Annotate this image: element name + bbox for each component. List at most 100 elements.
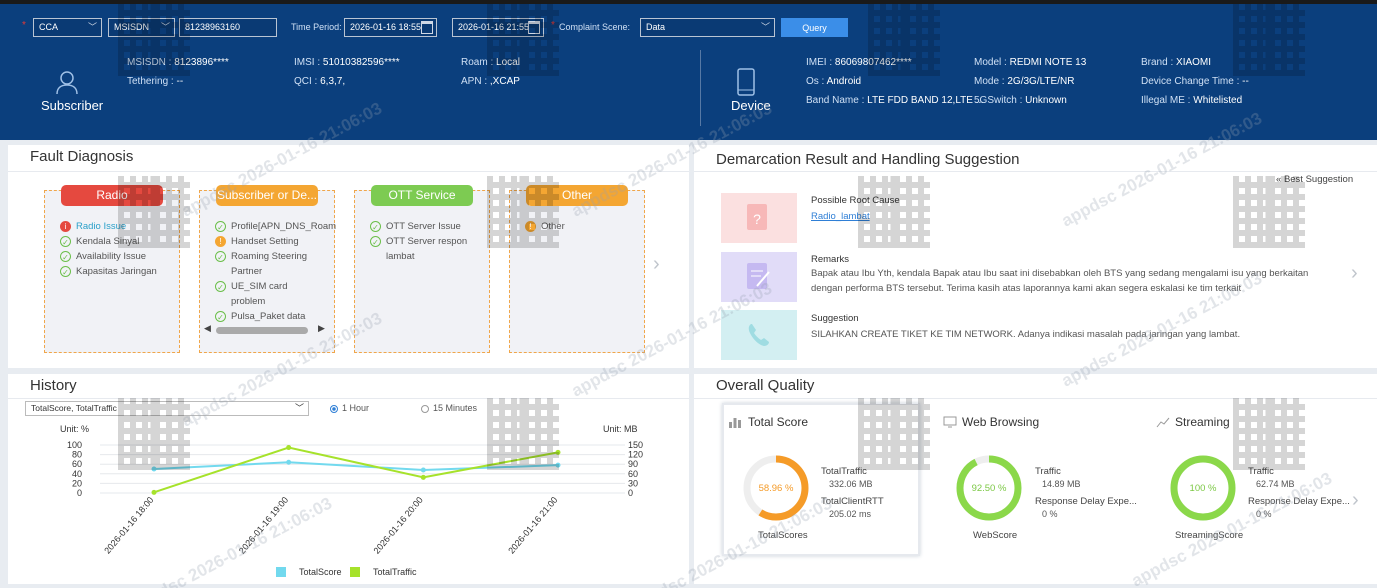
start-time-input[interactable]: 2026-01-16 18:55: [344, 18, 437, 37]
fault-category-header[interactable]: OTT Service: [371, 185, 473, 206]
stream-delay-label: Response Delay Expe...: [1248, 496, 1350, 507]
fault-item-label: Availability Issue: [76, 251, 147, 262]
query-button[interactable]: Query: [781, 18, 848, 37]
required-marker: *: [551, 20, 555, 31]
x-tick-label: 2026-01-16 20:00: [372, 495, 425, 556]
remarks-thumb: [721, 252, 797, 302]
fault-item: ✓ Roaming Steering: [215, 249, 307, 264]
y-left-tick-label: 100: [67, 440, 82, 450]
check-icon: ✓: [215, 220, 226, 232]
chevron-right-icon[interactable]: ›: [653, 253, 660, 275]
fault-item: ✓ UE_SIM card: [215, 279, 288, 294]
calendar-icon[interactable]: [421, 21, 433, 34]
os-info: Os : Android: [806, 76, 862, 87]
chevron-left-icon: «: [1276, 174, 1282, 185]
fault-item: ✓ Availability Issue: [60, 249, 146, 264]
check-icon: ✓: [215, 280, 226, 292]
series-select[interactable]: TotalScore, TotalTraffic ﹀: [25, 401, 309, 416]
id-type-value: MSISDN: [114, 22, 150, 32]
msisdn-input[interactable]: 81238963160: [179, 18, 277, 37]
panel-divider: [8, 398, 689, 399]
fault-item: ✓ Profile[APN_DNS_Roam: [215, 219, 336, 234]
fault-item-label: Partner: [231, 266, 263, 277]
required-marker: *: [22, 20, 26, 31]
legend-label: TotalTraffic: [373, 567, 417, 577]
fault-category-header[interactable]: Subscriber or De...: [216, 185, 318, 206]
total-score-card[interactable]: [722, 403, 920, 556]
end-time-input[interactable]: 2026-01-16 21:55: [452, 18, 544, 37]
panel-divider: [8, 171, 689, 172]
legend-swatch: [350, 567, 360, 577]
scroll-right-icon[interactable]: ▶: [318, 323, 325, 333]
complaint-scene-select[interactable]: Data ﹀: [640, 18, 775, 37]
scroll-left-icon[interactable]: ◀: [204, 323, 211, 333]
panel-divider: [694, 171, 1377, 172]
brand-info: Brand : XIAOMI: [1141, 57, 1212, 68]
fault-category-header[interactable]: Other: [526, 185, 628, 206]
fault-category-header[interactable]: Radio: [61, 185, 163, 206]
chevron-down-icon: ﹀: [87, 22, 97, 32]
error-icon: i: [60, 220, 71, 232]
data-point: [151, 466, 157, 472]
warning-icon: !: [525, 220, 536, 232]
svg-text:?: ?: [753, 211, 761, 227]
warning-icon: !: [215, 235, 226, 247]
stream-traffic-value: 62.74 MB: [1256, 479, 1295, 489]
gauge-arc: [1170, 455, 1236, 521]
y-right-tick-label: 90: [628, 459, 638, 469]
fault-item: ✓ OTT Server Issue: [370, 219, 461, 234]
web-score-gauge: [956, 455, 1022, 521]
y-left-tick-label: 40: [72, 469, 82, 479]
fault-item[interactable]: i Radio Issue: [60, 219, 126, 234]
category-scrollbar[interactable]: ◀ ▶: [204, 323, 328, 335]
header-panel: * CCA ﹀ MSISDN ﹀ 81238963160 Time Period: …: [0, 0, 1377, 140]
fault-item-label: Kapasitas Jaringan: [76, 266, 157, 277]
radio-15-minutes[interactable]: 15 Minutes: [421, 403, 477, 413]
monitor-icon: [943, 416, 957, 428]
fault-category-box: [509, 190, 645, 353]
fault-diagnosis-panel: Fault Diagnosis Radio i Radio Issue ✓ Kendal…: [8, 145, 689, 368]
chevron-down-icon: ﹀: [160, 22, 170, 32]
total-traffic-label: TotalTraffic: [821, 466, 867, 477]
fault-item-label: Kendala Sinyal: [76, 236, 140, 247]
total-rtt-label: TotalClientRTT: [821, 496, 884, 507]
scroll-thumb[interactable]: [216, 327, 308, 334]
phone-call-icon: [748, 324, 769, 346]
total-score-caption: TotalScores: [758, 530, 808, 541]
data-point: [555, 462, 561, 468]
streaming-title: Streaming: [1175, 415, 1230, 429]
best-suggestion-toggle[interactable]: « Best Suggestion: [1276, 174, 1353, 185]
gauge-arc: [743, 455, 809, 521]
id-type-select[interactable]: MSISDN ﹀: [108, 18, 175, 37]
web-delay-label: Response Delay Expe...: [1035, 496, 1137, 507]
fault-diagnosis-title: Fault Diagnosis: [30, 148, 134, 165]
source-value: CCA: [39, 22, 59, 32]
total-traffic-value: 332.06 MB: [829, 479, 873, 489]
x-tick-label: 2026-01-16 19:00: [237, 495, 290, 556]
x-tick-label: 2026-01-16 21:00: [506, 495, 559, 556]
check-icon: ✓: [215, 250, 226, 262]
y-right-tick-label: 0: [628, 488, 633, 498]
fault-item: Partner: [215, 264, 262, 279]
calendar-icon[interactable]: [528, 21, 540, 34]
root-cause-title: Possible Root Cause: [811, 195, 900, 206]
series-select-value: TotalScore, TotalTraffic: [31, 403, 117, 413]
imei-info: IMEI : 86069807462****: [806, 57, 912, 68]
fault-item-label: UE_SIM card: [231, 281, 288, 292]
edit-doc-icon: [747, 263, 770, 289]
root-cause-link[interactable]: Radio_lambat: [811, 211, 870, 222]
y-right-tick-label: 30: [628, 478, 638, 488]
chevron-right-icon[interactable]: ›: [1351, 262, 1358, 284]
suggestion-text: SILAHKAN CREATE TIKET KE TIM NETWORK. Ad…: [811, 329, 1241, 340]
qci-info: QCI : 6,3,7,: [294, 76, 346, 87]
radio-1-hour[interactable]: 1 Hour: [330, 403, 369, 413]
source-select[interactable]: CCA ﹀: [33, 18, 102, 37]
demarcation-panel: Demarcation Result and Handling Suggesti…: [694, 145, 1377, 368]
fault-item: ✓ OTT Server respon: [370, 234, 467, 249]
mode-info: Mode : 2G/3G/LTE/NR: [974, 76, 1075, 87]
chevron-right-icon[interactable]: ›: [1352, 489, 1359, 511]
y-left-tick-label: 60: [72, 459, 82, 469]
y-right-tick-label: 150: [628, 440, 643, 450]
apn-info: APN : ,XCAP: [461, 76, 520, 87]
